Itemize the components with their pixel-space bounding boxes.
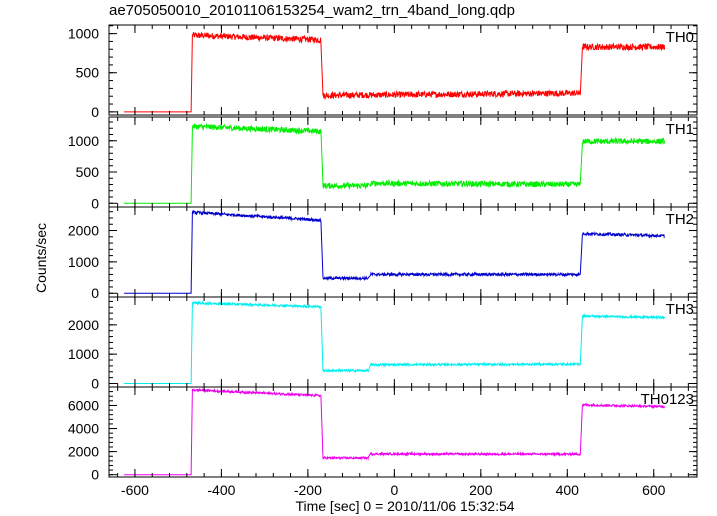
y-tick-label: 2000 <box>68 223 99 239</box>
panel-frame <box>108 24 698 116</box>
x-tick-label: -600 <box>121 482 149 498</box>
series-line-th0123 <box>124 387 666 476</box>
panel-label: TH0123 <box>641 391 694 408</box>
y-tick-label: 1000 <box>68 254 99 270</box>
y-tick-label: 0 <box>91 285 99 301</box>
y-tick-label: 6000 <box>68 397 99 413</box>
panel-th3: 0 1000 2000 TH3 <box>68 296 698 391</box>
y-axis-label: Counts/sec <box>33 223 49 293</box>
panel-th0123: 0 2000 4000 6000 TH0123 <box>68 386 698 483</box>
panel-th1: 0 500 1000 TH1 <box>68 116 698 211</box>
y-tick-label: 0 <box>91 104 99 120</box>
y-tick-label: 2000 <box>68 444 99 460</box>
page-title: ae705050010_20101106153254_wam2_trn_4ban… <box>109 2 515 19</box>
x-tick-label: -400 <box>207 482 235 498</box>
y-tick-label: 1000 <box>68 133 99 149</box>
panel-frame <box>108 206 698 298</box>
series-line-th2 <box>124 209 665 294</box>
panel-frame <box>108 386 698 478</box>
y-tick-label: 0 <box>91 467 99 483</box>
x-axis-label: Time [sec] 0 = 2010/11/06 15:32:54 <box>295 498 514 514</box>
x-tick-label: 600 <box>642 482 666 498</box>
panel-label: TH3 <box>666 301 694 318</box>
y-tick-label: 2000 <box>68 317 99 333</box>
panel-frame <box>108 116 698 208</box>
panel-label: TH2 <box>666 211 694 228</box>
panel-label: TH0 <box>666 29 694 46</box>
y-tick-label: 4000 <box>68 421 99 437</box>
y-tick-label: 500 <box>76 164 100 180</box>
x-tick-label: 0 <box>390 482 398 498</box>
y-tick-label: 500 <box>76 65 100 81</box>
panel-th2: 0 1000 2000 TH2 <box>68 206 698 301</box>
y-tick-label: 0 <box>91 375 99 391</box>
x-tick-label: 200 <box>469 482 493 498</box>
series-line-th1 <box>124 122 666 204</box>
series-line-th3 <box>124 300 666 384</box>
series-line-th0 <box>124 31 666 113</box>
y-tick-label: 1000 <box>68 26 99 42</box>
panel-th0: 0 500 1000 TH0 <box>68 24 698 120</box>
panel-label: TH1 <box>666 121 694 138</box>
y-tick-label: 0 <box>91 195 99 211</box>
y-tick-label: 1000 <box>68 346 99 362</box>
panel-frame <box>108 296 698 388</box>
x-tick-label: -200 <box>294 482 322 498</box>
x-tick-label: 400 <box>556 482 580 498</box>
